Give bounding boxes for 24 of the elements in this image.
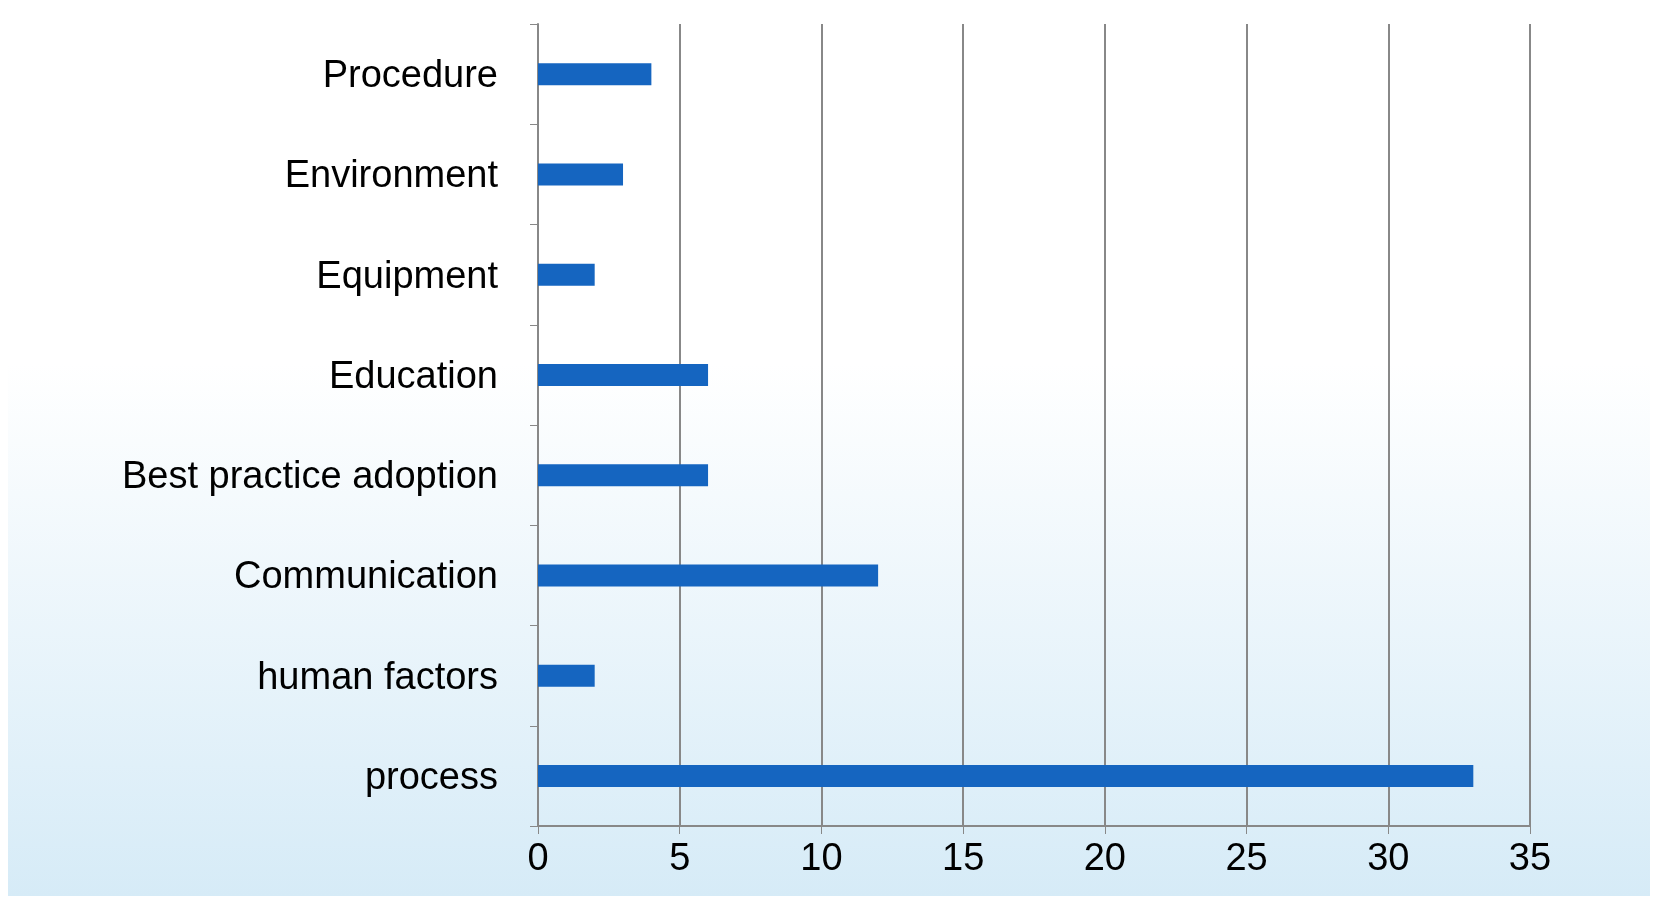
y-tick-label: Best practice adoption [121, 454, 498, 497]
x-tick-label: 20 [1083, 836, 1126, 878]
bar [538, 764, 1474, 787]
y-tick-label: human factors [257, 654, 498, 697]
y-tick-label: Environment [284, 153, 499, 196]
x-tick-label: 15 [942, 836, 985, 878]
bar [538, 464, 709, 487]
bar [538, 664, 595, 687]
x-tick-label: 25 [1225, 836, 1268, 878]
x-tick-label: 10 [800, 836, 843, 878]
bar [538, 363, 709, 386]
bar [538, 63, 652, 86]
y-tick-label: Procedure [322, 53, 498, 96]
x-tick-label: 0 [527, 836, 549, 878]
bar [538, 163, 624, 186]
x-tick-label: 30 [1367, 836, 1410, 878]
y-tick-label: process [364, 754, 498, 797]
bar [538, 564, 879, 587]
bar [538, 263, 595, 286]
x-tick-label: 35 [1508, 836, 1552, 878]
y-tick-label: Education [328, 353, 498, 396]
y-tick-label: Communication [234, 554, 498, 597]
x-tick-label: 5 [669, 836, 691, 878]
y-tick-label: Equipment [316, 253, 499, 296]
